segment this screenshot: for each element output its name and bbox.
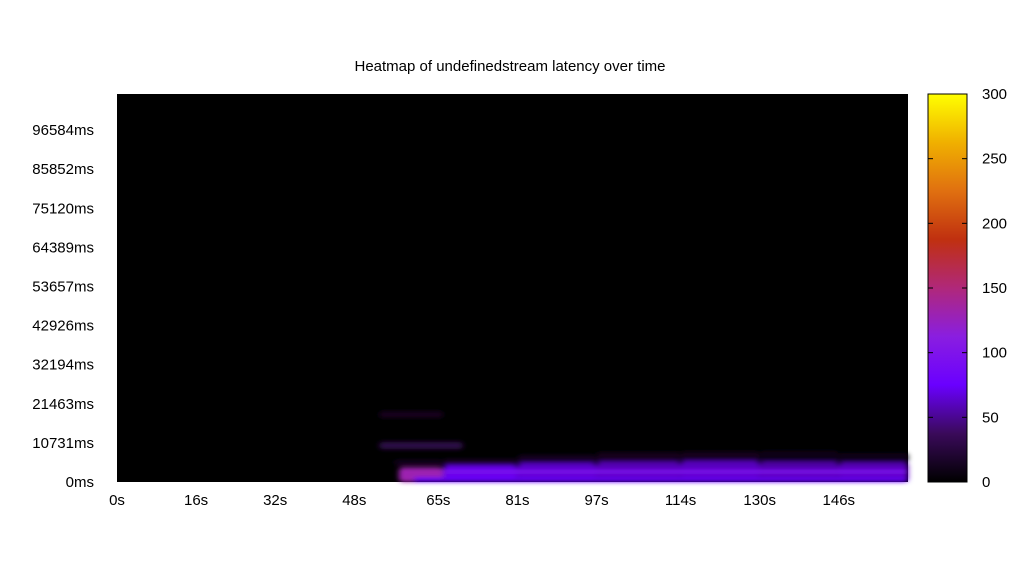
x-tick-label: 97s [584,492,608,509]
x-tick-label: 130s [743,492,776,509]
colorbar-tick-label: 100 [982,345,1007,362]
x-tick-label: 0s [109,492,125,509]
plot-area [117,94,908,482]
colorbar-tick-label: 250 [982,151,1007,168]
colorbar-tick-label: 150 [982,280,1007,297]
y-tick-label: 42926ms [32,318,94,335]
y-tick-label: 85852ms [32,161,94,178]
colorbar-tick-label: 200 [982,215,1007,232]
y-tick-label: 96584ms [32,122,94,139]
colorbar-axis: 0 50 100 150 200 250 300 [928,86,1007,491]
colorbar-tick-label: 0 [982,474,990,491]
x-tick-label: 48s [342,492,366,509]
heatmap-cell [838,452,908,463]
colorbar-tick-label: 300 [982,86,1007,103]
heatmap-cell [443,459,518,466]
heatmap-cells [379,410,908,482]
heatmap-cell [517,455,597,464]
heatmap-cell [379,441,464,450]
heatmap-cell [596,452,681,462]
heatmap-cell [393,460,444,465]
y-tick-label: 64389ms [32,239,94,256]
x-axis: 0s 16s 32s 48s 65s 81s 97s 114s 130s 146s [109,492,855,509]
heatmap-cell [443,469,908,474]
y-axis: 0ms 10731ms 21463ms 32194ms 42926ms 53657ms 64… [32,122,94,491]
x-tick-label: 114s [665,492,696,509]
y-tick-label: 53657ms [32,279,94,296]
x-tick-label: 81s [505,492,529,509]
y-tick-label: 10731ms [32,435,94,452]
chart-title: Heatmap of undefinedstream latency over … [355,58,666,75]
heatmap-cell [413,477,908,482]
x-tick-label: 16s [184,492,208,509]
x-tick-label: 65s [426,492,450,509]
colorbar-tick-label: 50 [982,409,999,426]
y-tick-label: 32194ms [32,357,94,374]
heatmap-cell [680,451,760,461]
x-tick-label: 146s [823,492,856,509]
y-tick-label: 0ms [66,474,94,491]
heatmap-cell [379,410,444,419]
y-tick-label: 21463ms [32,396,94,413]
x-tick-label: 32s [263,492,287,509]
heatmap-cell [759,450,839,462]
y-tick-label: 75120ms [32,200,94,217]
colorbar [927,93,968,483]
